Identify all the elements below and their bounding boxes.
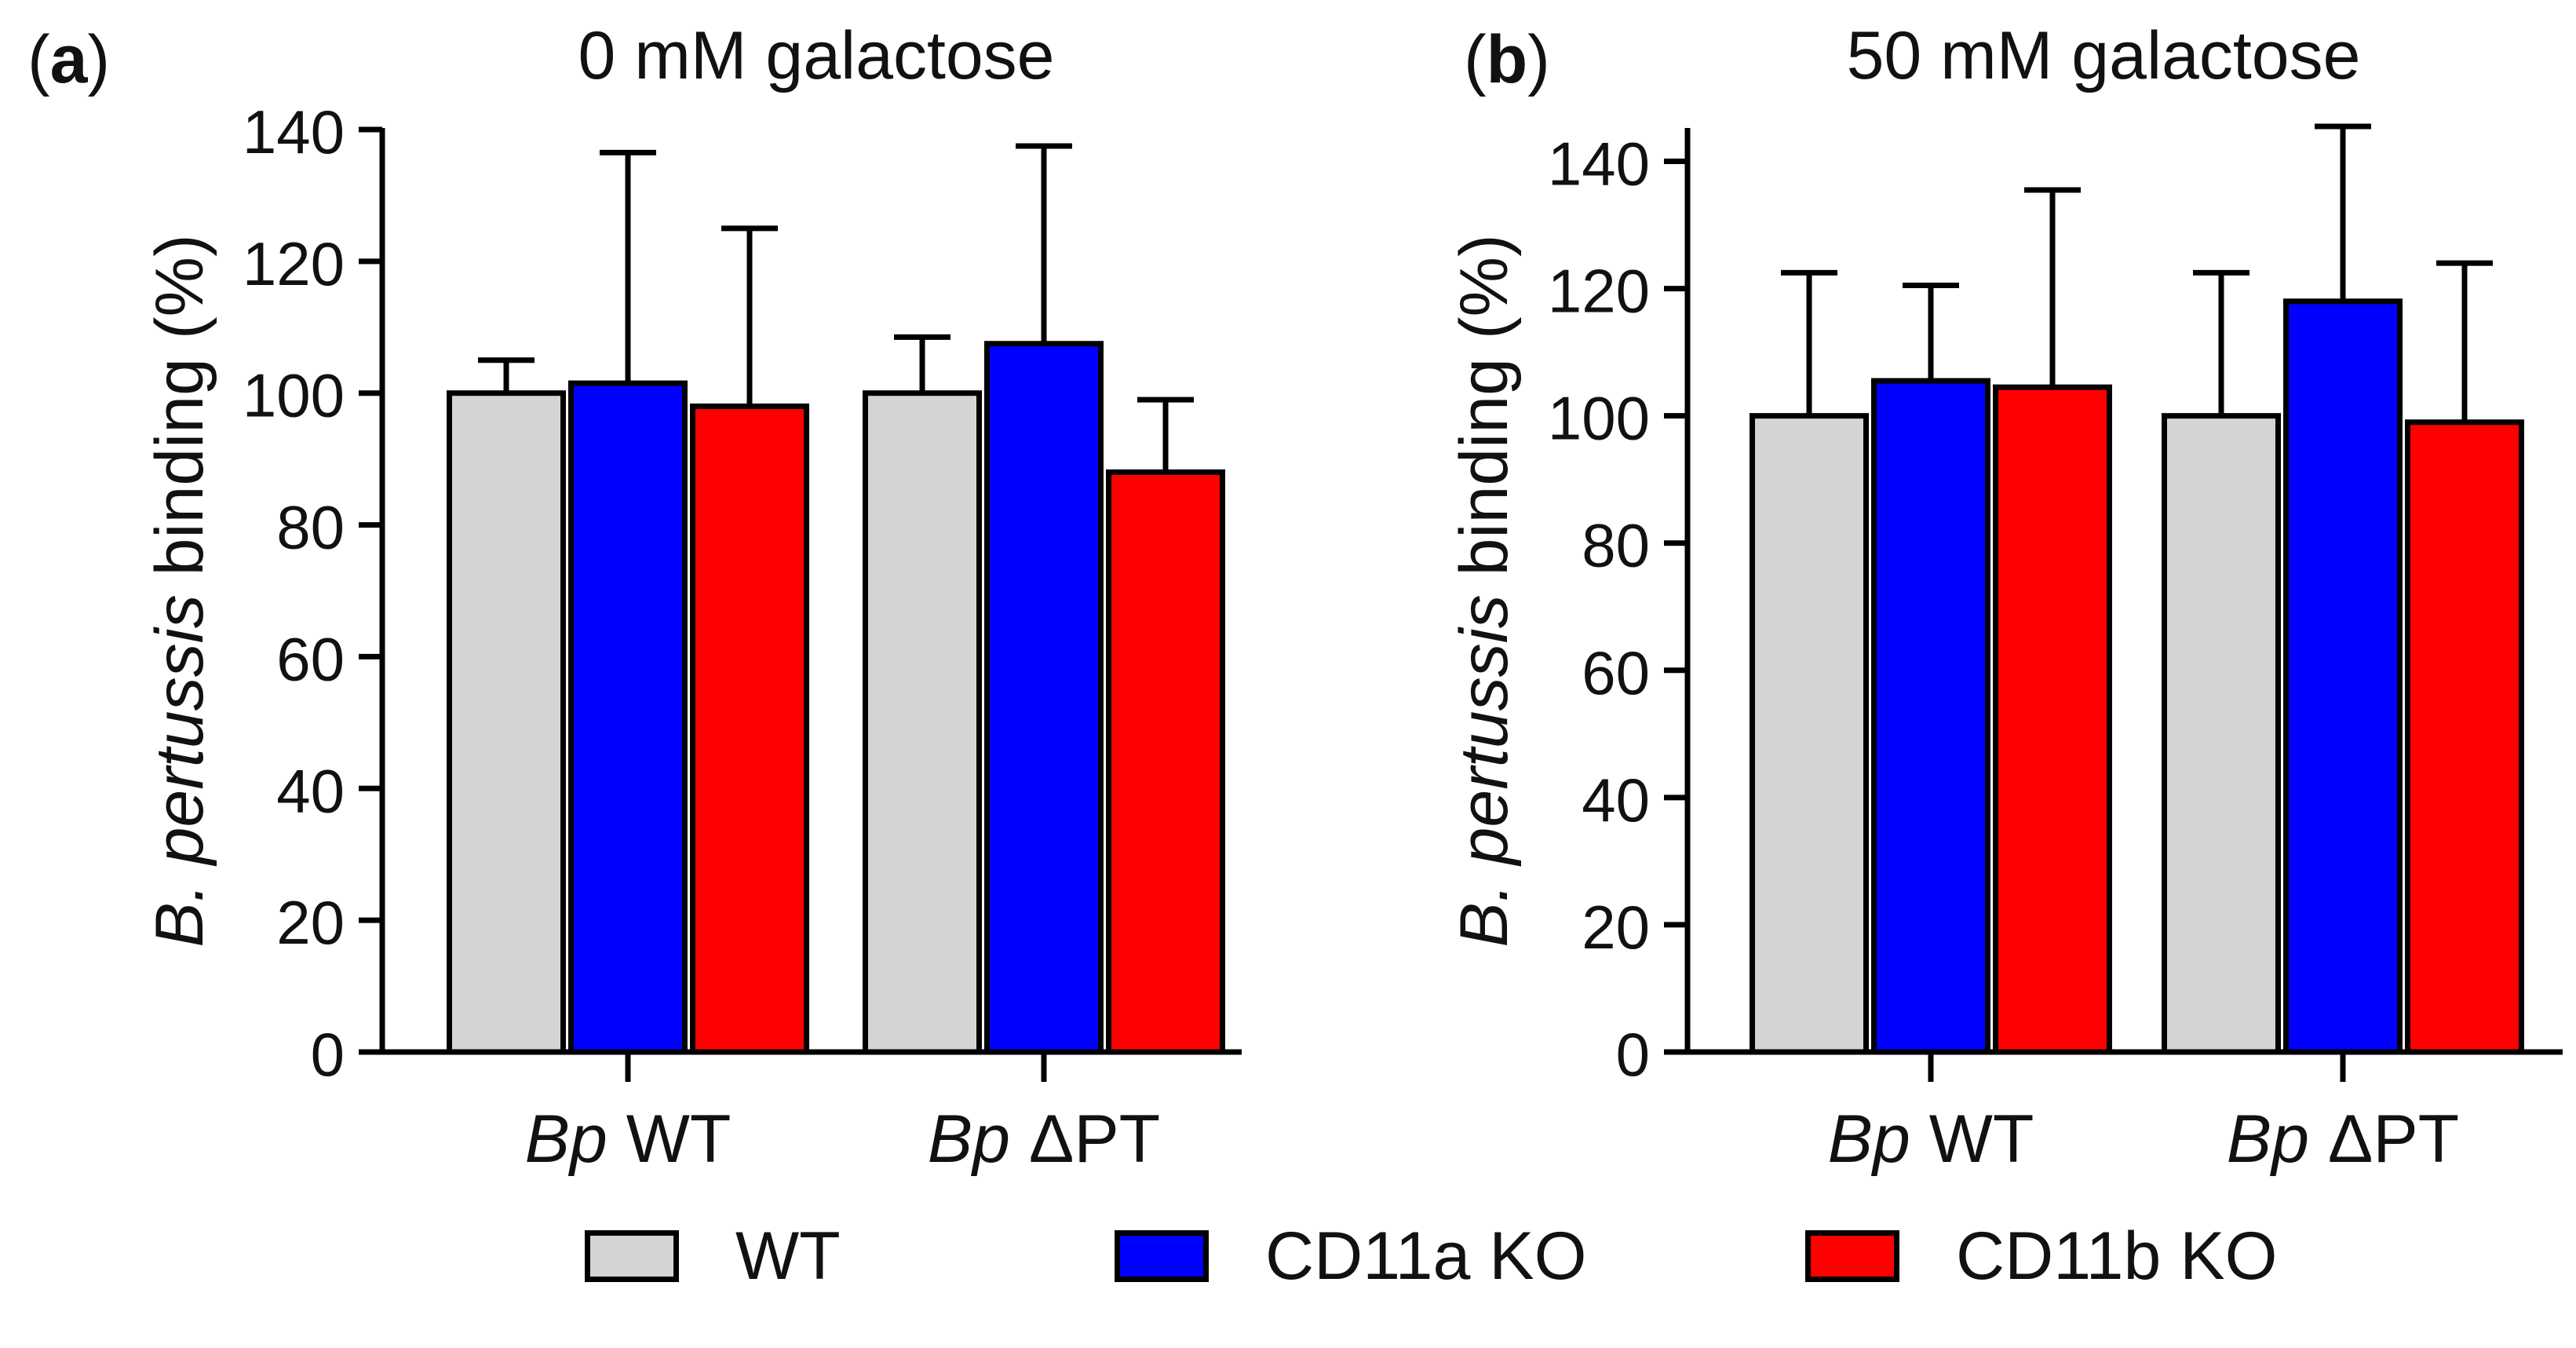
y-axis-label: B. pertussis binding (%) <box>1447 234 1522 947</box>
x-tick-label-1: Bp ΔPT <box>2227 1101 2459 1177</box>
y-tick-label-140: 140 <box>1548 130 1650 199</box>
bar-wt-1 <box>863 390 982 1055</box>
y-tick-label-40: 40 <box>1582 765 1650 835</box>
y-tick-label-100: 100 <box>1548 384 1650 453</box>
panel-label: (a) <box>27 22 110 97</box>
bar-wt-1 <box>2162 413 2281 1055</box>
legend-swatch-wt <box>585 1230 679 1282</box>
bar-cd11a-ko-0 <box>568 380 688 1055</box>
panel-label: (b) <box>1464 22 1550 97</box>
y-tick-label-20: 20 <box>1582 893 1650 962</box>
bar-cd11b-ko-1 <box>1106 469 1225 1055</box>
legend: WT CD11a KO CD11b KO <box>0 1213 2576 1299</box>
y-tick-label-80: 80 <box>276 493 345 562</box>
chart-panel-a: (a) 0 mM galactose B. pertussis binding (%… <box>27 18 1242 1177</box>
y-tick-label-0: 0 <box>311 1020 345 1089</box>
legend-item-wt: WT <box>585 1213 841 1299</box>
y-tick-label-80: 80 <box>1582 511 1650 580</box>
chart-title: 50 mM galactose <box>1847 18 2361 93</box>
bar-wt-0 <box>1750 413 1869 1055</box>
y-tick-label-100: 100 <box>243 361 345 430</box>
y-axis-label: B. pertussis binding (%) <box>142 234 217 947</box>
y-tick-label-140: 140 <box>243 97 345 166</box>
x-tick-label-1: Bp ΔPT <box>928 1101 1160 1177</box>
chart-panel-b: (b) 50 mM galactose B. pertussis binding (… <box>1447 18 2563 1177</box>
y-tick-label-60: 60 <box>276 624 345 693</box>
bar-cd11a-ko-0 <box>1871 378 1990 1055</box>
x-tick-label-0: Bp WT <box>525 1101 732 1177</box>
legend-label-wt: WT <box>735 1218 841 1294</box>
legend-item-cd11a-ko: CD11a KO <box>1115 1213 1586 1299</box>
legend-item-cd11b-ko: CD11b KO <box>1805 1213 2277 1299</box>
y-tick-label-60: 60 <box>1582 638 1650 707</box>
bar-cd11b-ko-0 <box>1993 384 2112 1055</box>
bar-cd11a-ko-1 <box>2283 298 2403 1055</box>
y-tick-label-120: 120 <box>243 229 345 298</box>
y-tick-label-40: 40 <box>276 756 345 825</box>
x-tick-label-0: Bp WT <box>1828 1101 2034 1177</box>
legend-label-cd11a-ko: CD11a KO <box>1265 1218 1587 1294</box>
bar-cd11a-ko-1 <box>984 341 1104 1055</box>
bar-cd11b-ko-0 <box>690 404 809 1055</box>
legend-swatch-cd11a-ko <box>1115 1230 1209 1282</box>
legend-label-cd11b-ko: CD11b KO <box>1956 1218 2278 1294</box>
legend-swatch-cd11b-ko <box>1805 1230 1899 1282</box>
y-tick-label-20: 20 <box>276 888 345 957</box>
bar-cd11b-ko-1 <box>2405 419 2524 1055</box>
y-tick-label-120: 120 <box>1548 257 1650 326</box>
y-tick-label-0: 0 <box>1616 1020 1650 1089</box>
bar-wt-0 <box>447 390 566 1055</box>
chart-title: 0 mM galactose <box>578 18 1054 93</box>
